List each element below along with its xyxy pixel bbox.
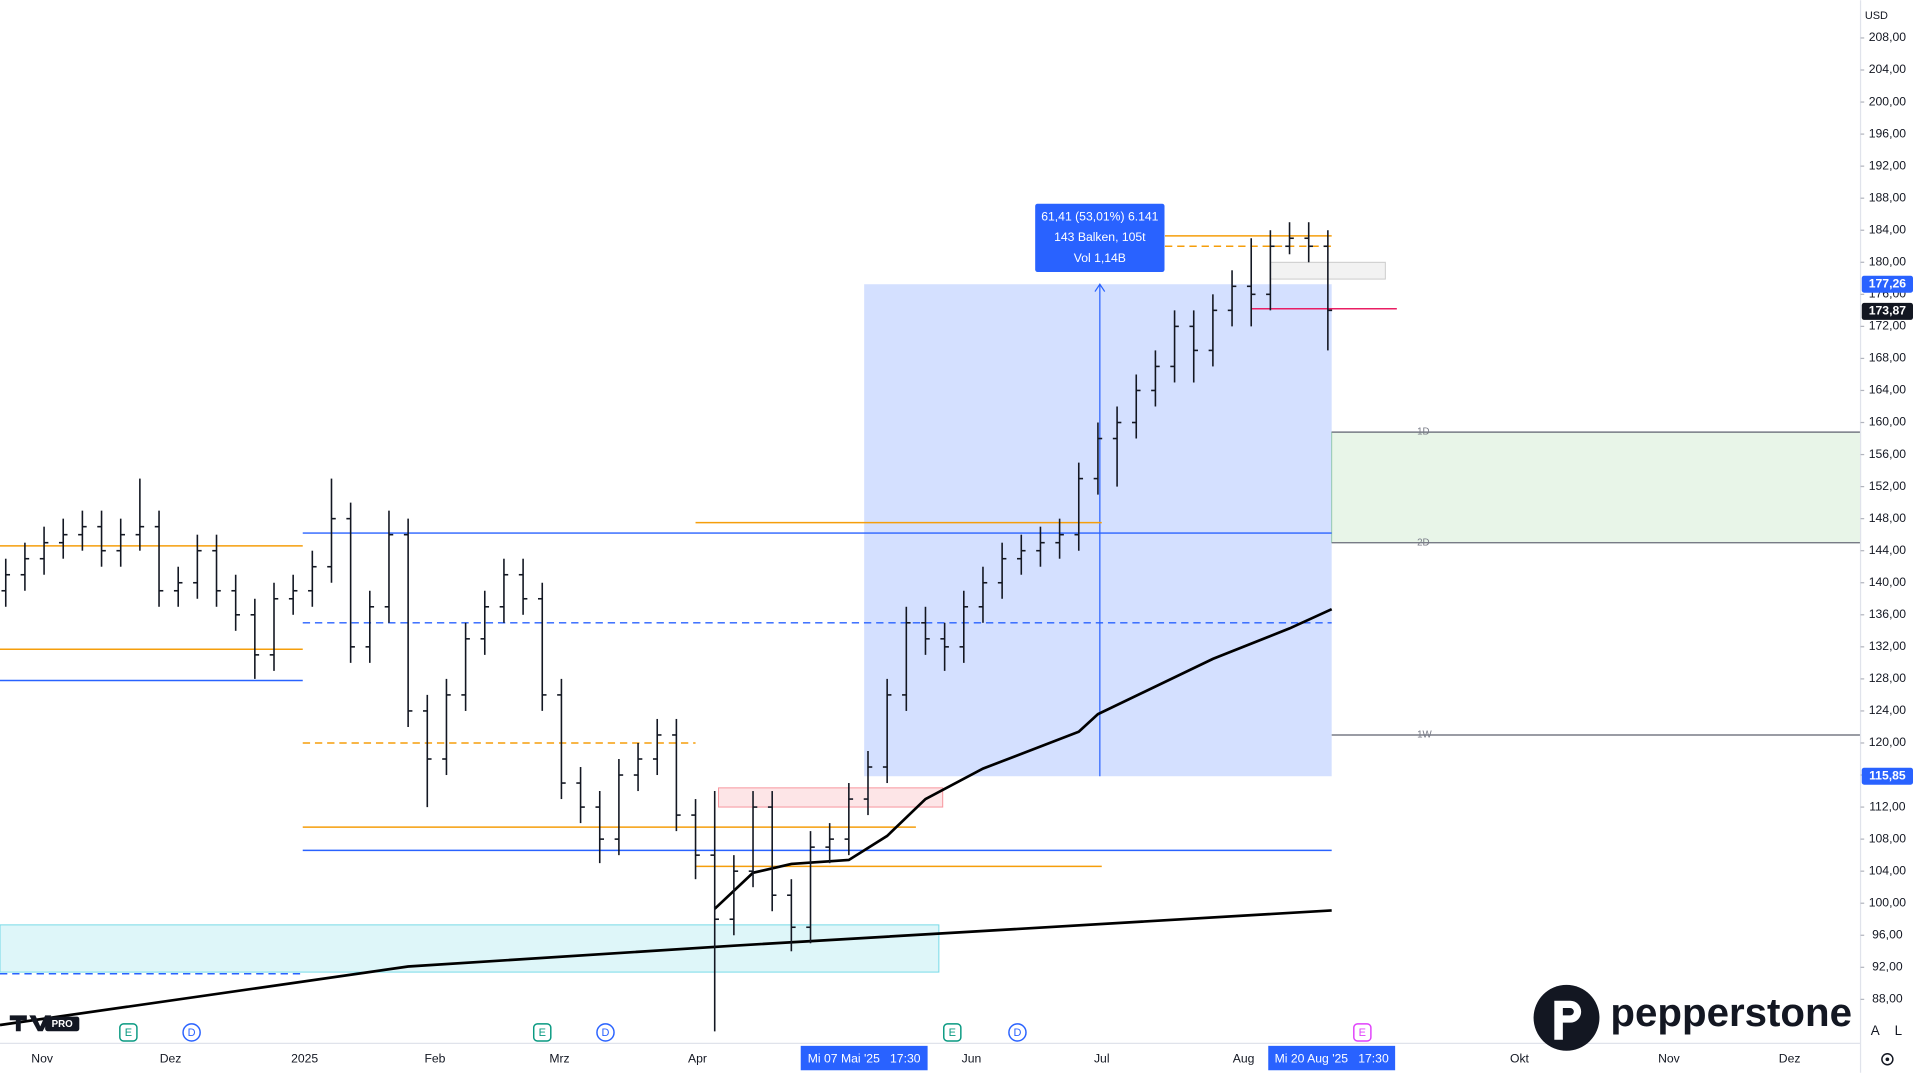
level-label: 1W [1417,730,1432,741]
measure-label: 61,41 (53,01%) 6.141 [1041,209,1158,223]
y-tick-label: 156,00 [1869,447,1906,461]
event-icon [1353,1023,1372,1042]
event-label: E [539,1027,546,1039]
y-tick-label: 164,00 [1869,383,1906,397]
event-label: D [1013,1027,1021,1039]
y-tick-label: 136,00 [1869,607,1906,621]
x-tick-label: Jul [1094,1051,1110,1065]
plot-area: 61,41 (53,01%) 6.141 143 Balken, 105t Vol … [0,203,1862,1032]
date-highlight [1268,1045,1396,1071]
y-tick-label: 188,00 [1869,190,1906,204]
y-tick-label: 128,00 [1869,671,1906,685]
price-tag-label: 173,87 [1869,304,1906,318]
zone [0,924,940,973]
x-tick-label: Apr [688,1051,707,1065]
brand-logo: pepperstone [1533,984,1852,1051]
currency: USD [1865,10,1888,22]
y-tick-label: 200,00 [1869,94,1906,108]
event-label: E [125,1027,132,1039]
y-tick-label: 148,00 [1869,511,1906,525]
y-tick-label: 104,00 [1869,863,1906,877]
settings-icon[interactable] [1881,1053,1894,1066]
y-tick-label: 100,00 [1869,895,1906,909]
date-highlight-label: Mi 07 Mai '25 17:30 [808,1051,921,1065]
x-tick-label: Okt [1510,1051,1530,1065]
event-label: E [949,1027,956,1039]
y-tick-label: 92,00 [1872,960,1903,974]
event-icon [532,1023,552,1042]
level-label: 1D [1417,427,1429,438]
y-tick-label: 180,00 [1869,254,1906,268]
x-tick-label: Mrz [549,1051,569,1065]
y-tick-label: 132,00 [1869,639,1906,653]
y-tick-label: 192,00 [1869,158,1906,172]
y-tick-label: 152,00 [1869,479,1906,493]
y-tick-label: 208,00 [1869,30,1906,44]
y-tick-label: 112,00 [1869,799,1906,813]
y-tick-label: 140,00 [1869,575,1906,589]
tv-logo: PRO [9,1015,80,1032]
y-tick-label: 172,00 [1869,319,1906,333]
x-tick-label: Nov [31,1051,54,1065]
x-tick-label: Jun [962,1051,982,1065]
event-icon [943,1023,962,1042]
measure-label: Vol 1,14B [1074,251,1126,265]
moving-average [713,607,1333,910]
y-tick-label: 96,00 [1872,927,1903,941]
price-tag [1861,302,1913,320]
event-label: D [602,1027,610,1039]
event-label: E [1359,1027,1366,1039]
y-tick-label: 120,00 [1869,735,1906,749]
measure-label-box [1035,203,1165,273]
y-tick-label: 196,00 [1869,126,1906,140]
y-tick-label: 144,00 [1869,543,1906,557]
y-tick-label: 88,00 [1872,992,1903,1006]
event-icon [182,1023,201,1042]
measure-label: 143 Balken, 105t [1054,230,1146,244]
y-tick-label: 160,00 [1869,415,1906,429]
moving-average [0,909,1332,1027]
event-icon [119,1023,138,1042]
event-label: D [188,1027,196,1039]
x-tick-label: Aug [1233,1051,1255,1065]
y-tick-label: 168,00 [1869,351,1906,365]
y-tick-label: 108,00 [1869,831,1906,845]
price-tag-label: 177,26 [1869,276,1906,290]
axis-button[interactable]: L [1895,1023,1903,1038]
x-tick-label: Nov [1658,1051,1681,1065]
x-tick-label: 2025 [291,1051,318,1065]
date-highlight [800,1045,928,1071]
event-icon [1008,1023,1027,1042]
arrow-head [1094,283,1106,292]
y-tick-label: 204,00 [1869,62,1906,76]
y-tick-label: 124,00 [1869,703,1906,717]
tv-badge: PRO [52,1019,74,1030]
price-tag-label: 115,85 [1869,768,1906,782]
level-label: 2D [1417,537,1429,548]
zone [1331,431,1862,544]
x-tick-label: Feb [424,1051,445,1065]
price-tag [1861,275,1913,293]
brand-name: pepperstone [1610,990,1852,1035]
measure-range [864,284,1332,777]
event-icon [596,1023,615,1042]
x-tick-label: Dez [160,1051,182,1065]
zone [718,787,944,808]
axis-button[interactable]: A [1871,1023,1880,1038]
x-tick-label: Dez [1779,1051,1801,1065]
price-tag [1861,767,1913,785]
y-tick-label: 184,00 [1869,222,1906,236]
date-highlight-label: Mi 20 Aug '25 17:30 [1275,1051,1389,1065]
